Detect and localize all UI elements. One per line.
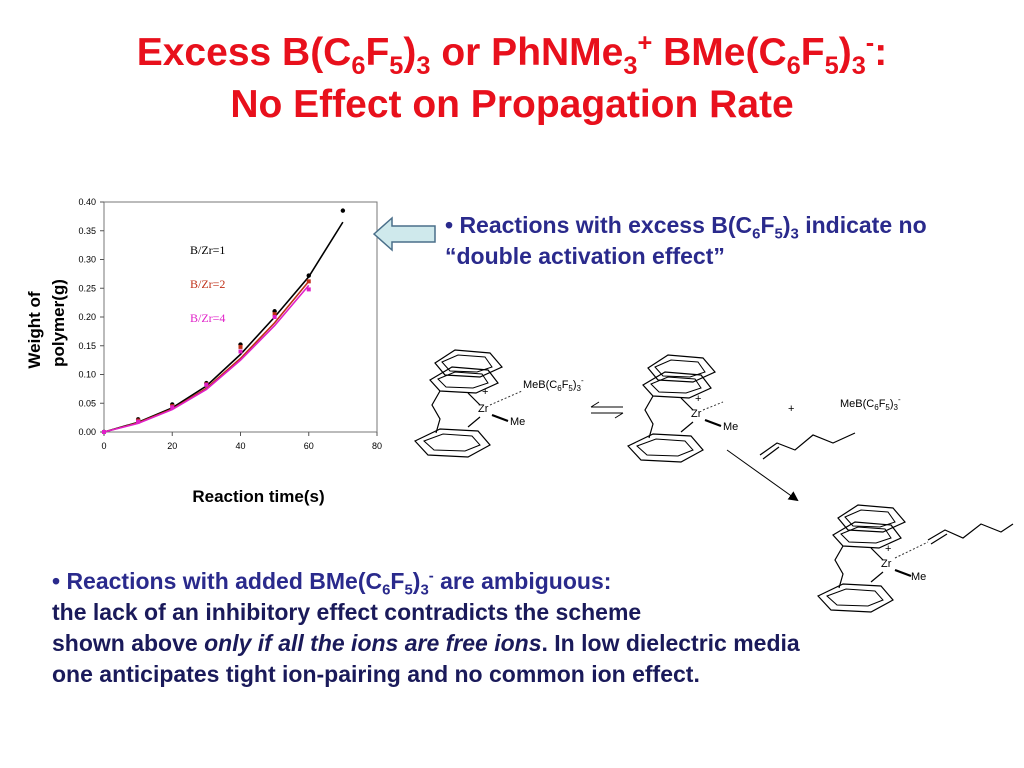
bullet2-line3: shown above only if all the ions are fre… bbox=[52, 630, 800, 656]
anion-label-2: MeB(C6F5)3- bbox=[840, 395, 901, 412]
equilibrium-arrows bbox=[590, 401, 624, 419]
zirconocene-cation: + Zr Me bbox=[627, 354, 738, 463]
legend-entry: B/Zr=4 bbox=[190, 311, 225, 325]
data-point bbox=[238, 344, 243, 349]
anion-label-1: MeB(C6F5)3- bbox=[523, 376, 584, 393]
series-line-2 bbox=[103, 284, 310, 433]
reaction-scheme: + Zr Me MeB(C6F5)3- + Zr Me + MeB(C6F5)3… bbox=[414, 349, 1014, 613]
bullet2-line4: one anticipates tight ion-pairing and no… bbox=[52, 661, 700, 687]
zr-label: Zr bbox=[478, 403, 489, 415]
data-point bbox=[272, 312, 277, 317]
y-tick-label: 0.00 bbox=[78, 427, 96, 437]
svg-text:Zr: Zr bbox=[881, 558, 892, 570]
bullet-double-activation: • Reactions with excess B(C6F5)3 indicat… bbox=[445, 212, 927, 269]
y-tick-label: 0.25 bbox=[78, 283, 96, 293]
legend-entry: B/Zr=1 bbox=[190, 243, 225, 257]
legend-entry: B/Zr=2 bbox=[190, 277, 225, 291]
reaction-arrow bbox=[726, 449, 799, 502]
bullet2-line1: • Reactions with added BMe(C6F5)3- are a… bbox=[52, 567, 612, 599]
svg-text:Zr: Zr bbox=[691, 408, 702, 420]
data-point bbox=[340, 208, 346, 213]
x-tick-label: 20 bbox=[167, 441, 177, 451]
x-tick-label: 40 bbox=[235, 441, 245, 451]
y-tick-label: 0.15 bbox=[78, 341, 96, 351]
y-tick-label: 0.35 bbox=[78, 226, 96, 236]
svg-text:Me: Me bbox=[911, 571, 926, 583]
slide-title-line2: No Effect on Propagation Rate bbox=[230, 83, 794, 126]
data-point bbox=[204, 382, 209, 387]
slide-title-line1: Excess B(C6F5)3 or PhNMe3+ BMe(C6F5)3-: bbox=[136, 29, 888, 80]
y-tick-label: 0.40 bbox=[78, 197, 96, 207]
data-point bbox=[102, 430, 106, 434]
y-tick-label: 0.10 bbox=[78, 370, 96, 380]
y-axis-label: polymer(g) bbox=[49, 279, 68, 367]
data-point bbox=[306, 279, 311, 284]
bullet2-line2: the lack of an inhibitory effect contrad… bbox=[52, 599, 642, 625]
zirconocene-olefin-complex: + Zr Me bbox=[817, 504, 1014, 613]
polymer-weight-chart: 0.00 0.05 0.10 0.15 0.20 0.25 0.30 0.35 0.40 0 20 4… bbox=[25, 197, 382, 506]
x-tick-label: 0 bbox=[101, 441, 106, 451]
data-point bbox=[306, 273, 311, 278]
y-tick-label: 0.20 bbox=[78, 312, 96, 322]
x-tick-label: 60 bbox=[304, 441, 314, 451]
data-point bbox=[170, 405, 175, 410]
y-axis-label: Weight of bbox=[25, 291, 44, 368]
x-axis-label: Reaction time(s) bbox=[192, 487, 324, 506]
callout-arrow-icon bbox=[372, 216, 436, 252]
svg-text:+: + bbox=[695, 393, 701, 405]
plot-area bbox=[103, 201, 378, 433]
data-point bbox=[306, 287, 311, 292]
data-point bbox=[238, 349, 243, 354]
data-point bbox=[272, 315, 277, 319]
data-point bbox=[136, 419, 141, 424]
series-line-1 bbox=[103, 280, 310, 433]
svg-text:Me: Me bbox=[723, 421, 738, 433]
y-tick-label: 0.30 bbox=[78, 255, 96, 265]
zirconocene-ion-pair: + Zr Me bbox=[414, 349, 525, 458]
me-label: Me bbox=[510, 416, 525, 428]
bullet-ambiguous-reactions: • Reactions with added BMe(C6F5)3- are a… bbox=[52, 566, 1012, 690]
svg-text:+: + bbox=[885, 543, 891, 555]
y-tick-label: 0.05 bbox=[78, 398, 96, 408]
plus-sign: + bbox=[788, 403, 794, 415]
hexene-molecule bbox=[759, 432, 856, 456]
x-tick-label: 80 bbox=[372, 441, 382, 451]
zr-plus-charge: + bbox=[482, 386, 488, 398]
